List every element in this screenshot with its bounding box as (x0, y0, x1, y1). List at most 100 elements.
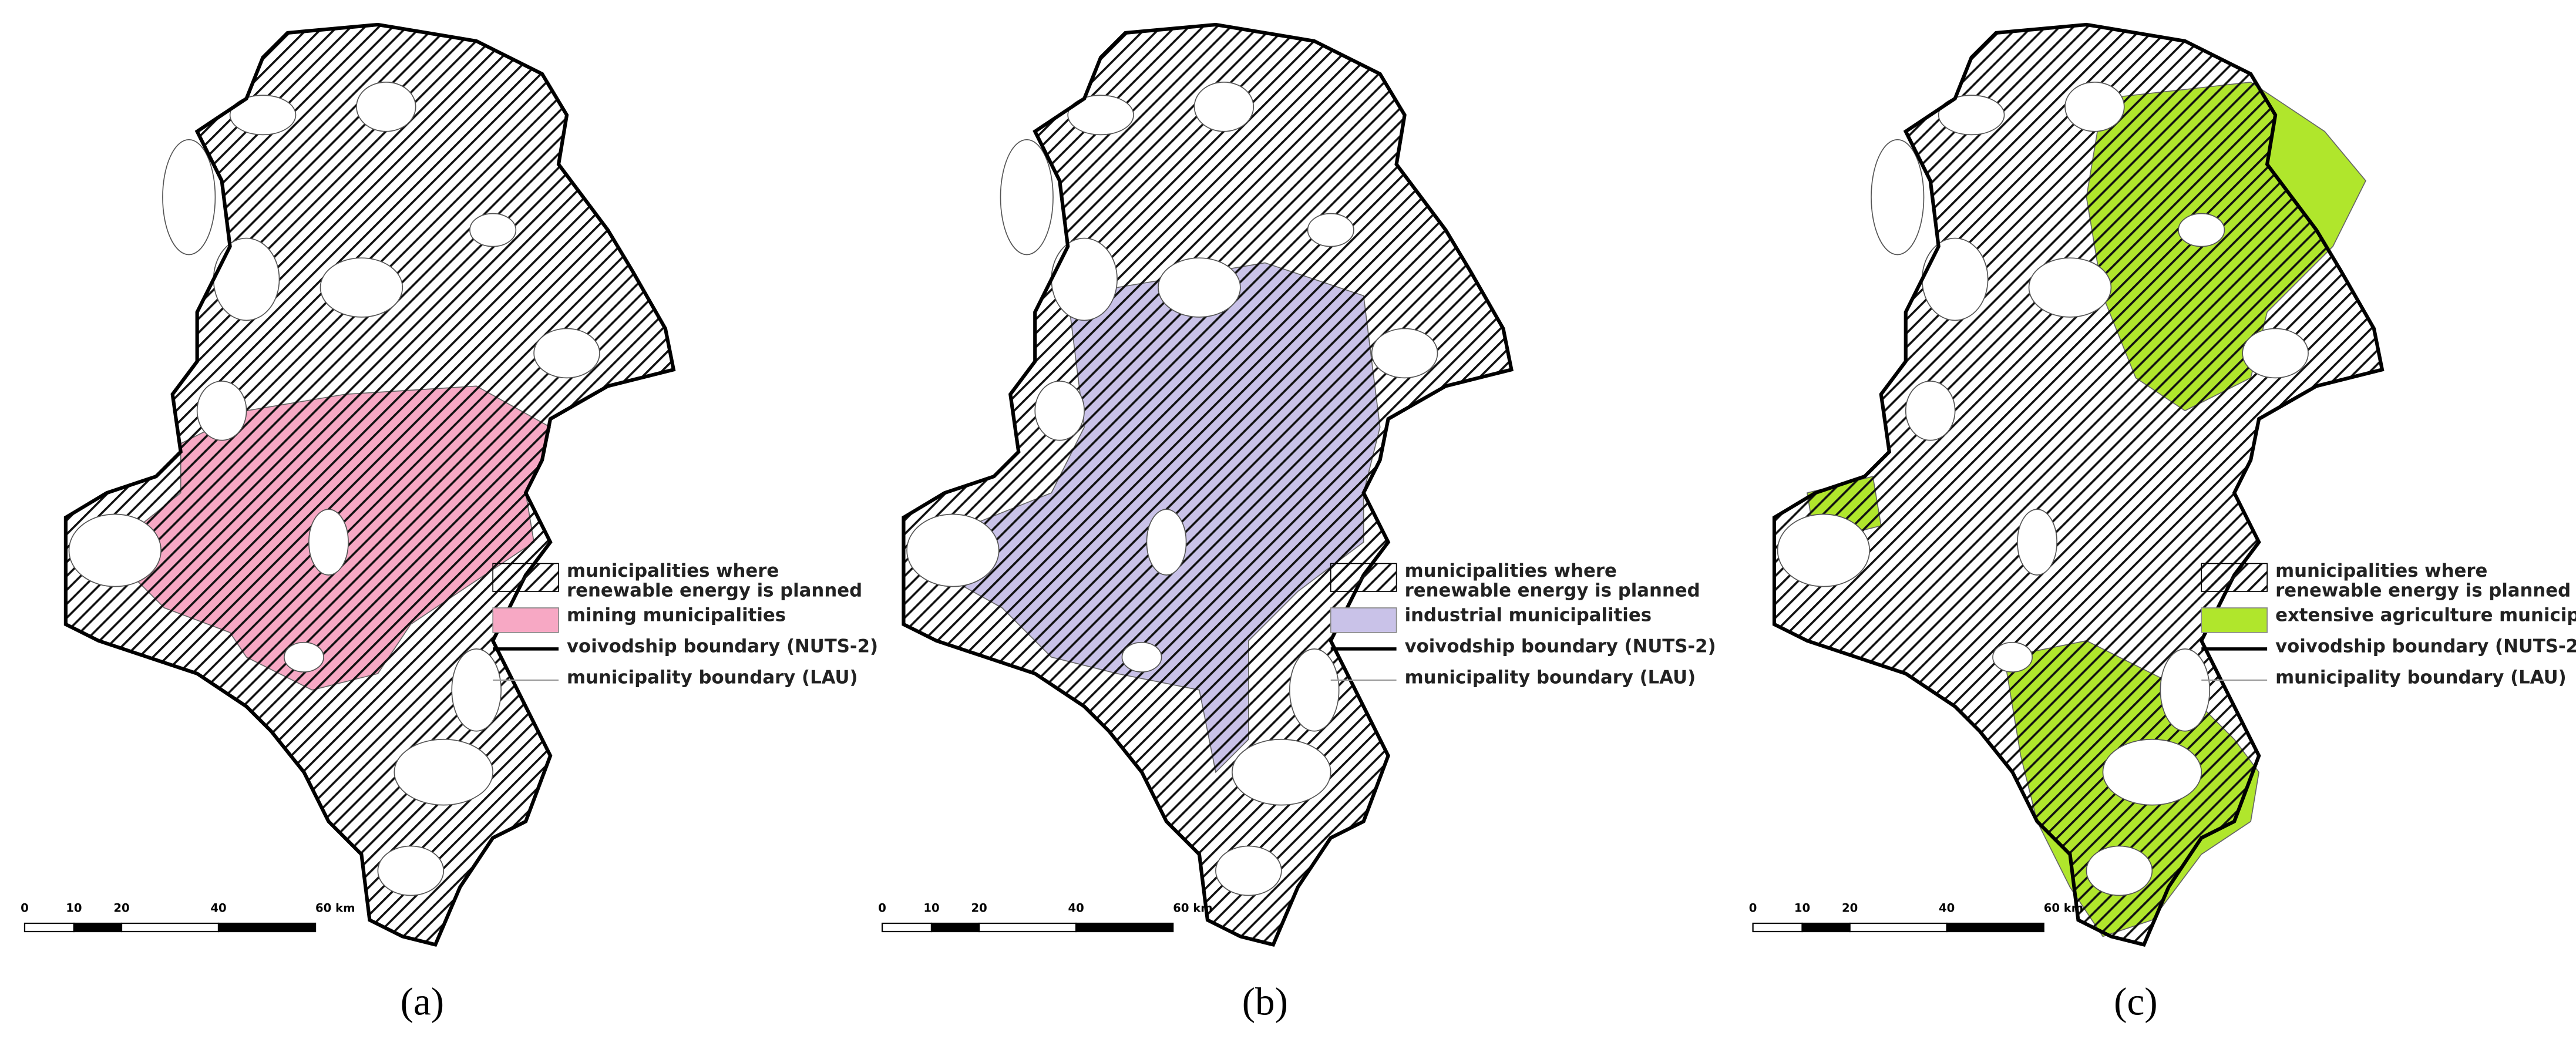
panel-caption: (c) (2114, 979, 2158, 1023)
unplanned-municipality (451, 648, 502, 732)
unplanned-municipality (2064, 82, 2125, 132)
scale-label: 20 (971, 901, 987, 914)
scale-bar-segment (1946, 922, 2044, 933)
scale-bar-segment (217, 922, 317, 933)
unplanned-municipality (162, 139, 216, 255)
scale-bar-segment (978, 922, 1077, 933)
unplanned-municipality (2086, 845, 2153, 896)
scale-bar-segment (73, 922, 123, 933)
unplanned-municipality (2242, 328, 2309, 379)
scale-label: 60 km (315, 901, 355, 914)
legend-label: renewable energy is planned (567, 580, 862, 601)
legend-label: voivodship boundary (NUTS-2) (1405, 636, 1716, 657)
unplanned-municipality (196, 381, 247, 441)
unplanned-municipality (1158, 257, 1241, 318)
legend-swatch (1330, 607, 1397, 633)
legend-label: municipalities where (567, 560, 779, 581)
legend-label: municipality boundary (LAU) (567, 667, 858, 688)
unplanned-municipality (1215, 845, 1282, 896)
legend-label: extensive agriculture municipalitie (2275, 604, 2576, 626)
unplanned-municipality (1051, 237, 1118, 321)
legend-label: mining municipalities (567, 604, 786, 626)
legend-label: industrial municipalities (1405, 604, 1652, 626)
unplanned-municipality (1121, 641, 1162, 673)
scale-bar-segment (1752, 922, 1803, 933)
unplanned-municipality (1905, 381, 1956, 441)
scale-bar-segment (1075, 922, 1174, 933)
scale-label: 0 (1749, 901, 1757, 914)
unplanned-municipality (2160, 648, 2211, 732)
scale-label: 40 (1068, 901, 1084, 914)
voivodship-boundary (63, 22, 676, 947)
scale-label: 40 (1939, 901, 1955, 914)
legend-label: municipalities where (2275, 560, 2487, 581)
unplanned-municipality (1067, 95, 1134, 136)
unplanned-municipality (2102, 738, 2202, 806)
legend-label: municipality boundary (LAU) (1405, 667, 1696, 688)
legend-swatch (1330, 563, 1397, 592)
legend-label: renewable energy is planned (1405, 580, 1700, 601)
unplanned-municipality (2028, 257, 2112, 318)
hatched-area (65, 24, 674, 945)
unplanned-municipality (1193, 82, 1255, 132)
legend-label: voivodship boundary (NUTS-2) (567, 636, 878, 657)
unplanned-municipality (1000, 139, 1054, 255)
legend-swatch (2201, 563, 2268, 592)
unplanned-municipality (1289, 648, 1340, 732)
unplanned-municipality (2017, 509, 2057, 576)
voivodship-boundary (902, 22, 1514, 947)
legend-swatch (492, 607, 559, 633)
scale-label: 60 km (2044, 901, 2083, 914)
unplanned-municipality (1777, 513, 1871, 587)
unplanned-municipality (1371, 328, 1438, 379)
scale-bar-segment (1801, 922, 1851, 933)
scale-label: 60 km (1173, 901, 1212, 914)
unplanned-municipality (377, 845, 445, 896)
legend-label: renewable energy is planned (2275, 580, 2571, 601)
scale-label: 10 (923, 901, 939, 914)
hatched-area (903, 24, 1512, 945)
unplanned-municipality (320, 257, 403, 318)
unplanned-municipality (1034, 381, 1085, 441)
panel-caption: (a) (401, 979, 445, 1023)
scale-bar-segment (1849, 922, 1948, 933)
voivodship-boundary (1772, 22, 2385, 947)
legend-label: municipality boundary (LAU) (2275, 667, 2567, 688)
scale-label: 0 (878, 901, 886, 914)
unplanned-municipality (308, 509, 349, 576)
unplanned-municipality (356, 82, 416, 132)
scale-label: 10 (1794, 901, 1810, 914)
scale-label: 10 (66, 901, 82, 914)
unplanned-municipality (469, 213, 517, 247)
unplanned-municipality (2178, 213, 2225, 247)
unplanned-municipality (906, 513, 1000, 587)
scale-bar-segment (881, 922, 933, 933)
unplanned-municipality (1146, 509, 1187, 576)
unplanned-municipality (1871, 139, 1925, 255)
unplanned-municipality (68, 513, 162, 587)
unplanned-municipality (394, 738, 493, 806)
unplanned-municipality (1232, 738, 1331, 806)
legend-swatch (492, 563, 559, 592)
unplanned-municipality (284, 641, 324, 673)
unplanned-municipality (1992, 641, 2033, 673)
unplanned-municipality (533, 328, 600, 379)
unplanned-municipality (213, 237, 280, 321)
scale-bar-segment (930, 922, 980, 933)
panel-caption: (b) (1242, 979, 1288, 1023)
legend-swatch (2201, 607, 2268, 633)
unplanned-municipality (1938, 95, 2005, 136)
scale-label: 20 (1842, 901, 1858, 914)
hatched-area (1774, 24, 2382, 945)
scale-bar-segment (23, 922, 75, 933)
scale-label: 20 (113, 901, 129, 914)
unplanned-municipality (229, 95, 297, 136)
legend-label: voivodship boundary (NUTS-2) (2275, 636, 2576, 657)
unplanned-municipality (1307, 213, 1354, 247)
scale-label: 40 (210, 901, 226, 914)
